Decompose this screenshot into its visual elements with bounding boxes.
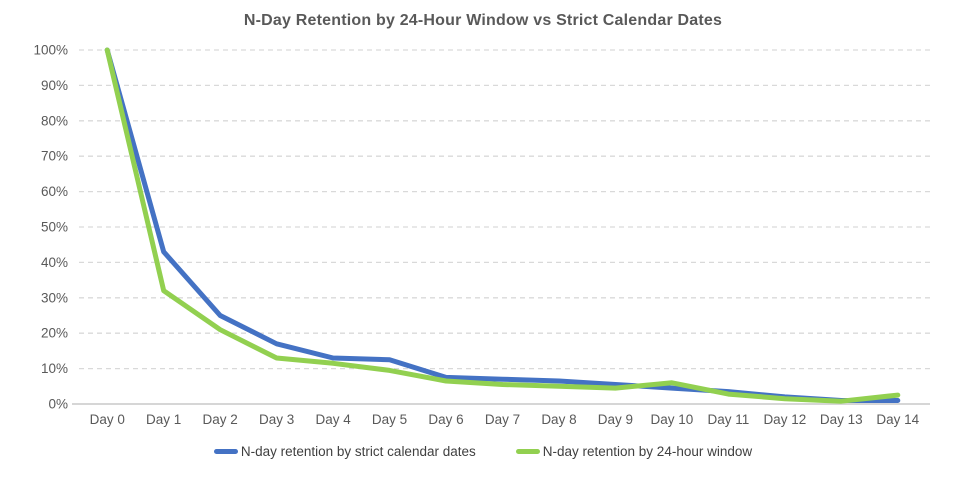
x-axis-tick-label: Day 2 [203, 412, 238, 427]
y-axis-tick-label: 90% [41, 78, 68, 93]
x-axis-tick-label: Day 9 [598, 412, 633, 427]
legend-item-strict-calendar: N-day retention by strict calendar dates [213, 444, 476, 459]
y-axis-tick-label: 20% [41, 326, 68, 341]
y-axis-tick-label: 10% [41, 361, 68, 376]
y-axis-tick-label: 100% [33, 43, 68, 58]
x-axis-tick-label: Day 5 [372, 412, 407, 427]
y-axis-tick-label: 80% [41, 113, 68, 128]
legend-swatch-blue-icon [213, 449, 238, 454]
y-axis-tick-label: 0% [48, 397, 68, 412]
y-axis-tick-label: 30% [41, 290, 68, 305]
x-axis-tick-label: Day 3 [259, 412, 294, 427]
x-axis-tick-label: Day 7 [485, 412, 520, 427]
x-axis-tick-label: Day 4 [315, 412, 351, 427]
x-axis-tick-label: Day 8 [541, 412, 576, 427]
y-axis-tick-label: 60% [41, 184, 68, 199]
chart-title: N-Day Retention by 24-Hour Window vs Str… [243, 12, 723, 29]
x-axis-tick-label: Day 6 [428, 412, 463, 427]
y-axis-tick-label: 40% [41, 255, 68, 270]
x-axis-tick-label: Day 10 [651, 412, 694, 427]
y-axis-tick-label: 50% [41, 220, 68, 235]
series-line-1 [104, 47, 901, 404]
x-axis-tick-label: Day 11 [707, 412, 749, 427]
y-axis-tick-label: 70% [41, 149, 68, 164]
x-axis-tick-label: Day 12 [763, 412, 806, 427]
legend-label: N-day retention by strict calendar dates [240, 444, 476, 459]
legend-label: N-day retention by 24-hour window [542, 444, 753, 459]
series-line-0 [104, 47, 901, 403]
x-axis-tick-label: Day 13 [820, 412, 863, 427]
x-axis-tick-label: Day 1 [146, 412, 181, 427]
x-axis-tick-label: Day 14 [876, 412, 919, 427]
legend-swatch-green-icon [515, 449, 540, 454]
legend-item-24-hour-window: N-day retention by 24-hour window [515, 444, 753, 459]
x-axis-tick-label: Day 0 [90, 412, 125, 427]
chart-legend: N-day retention by strict calendar dates… [0, 444, 966, 459]
